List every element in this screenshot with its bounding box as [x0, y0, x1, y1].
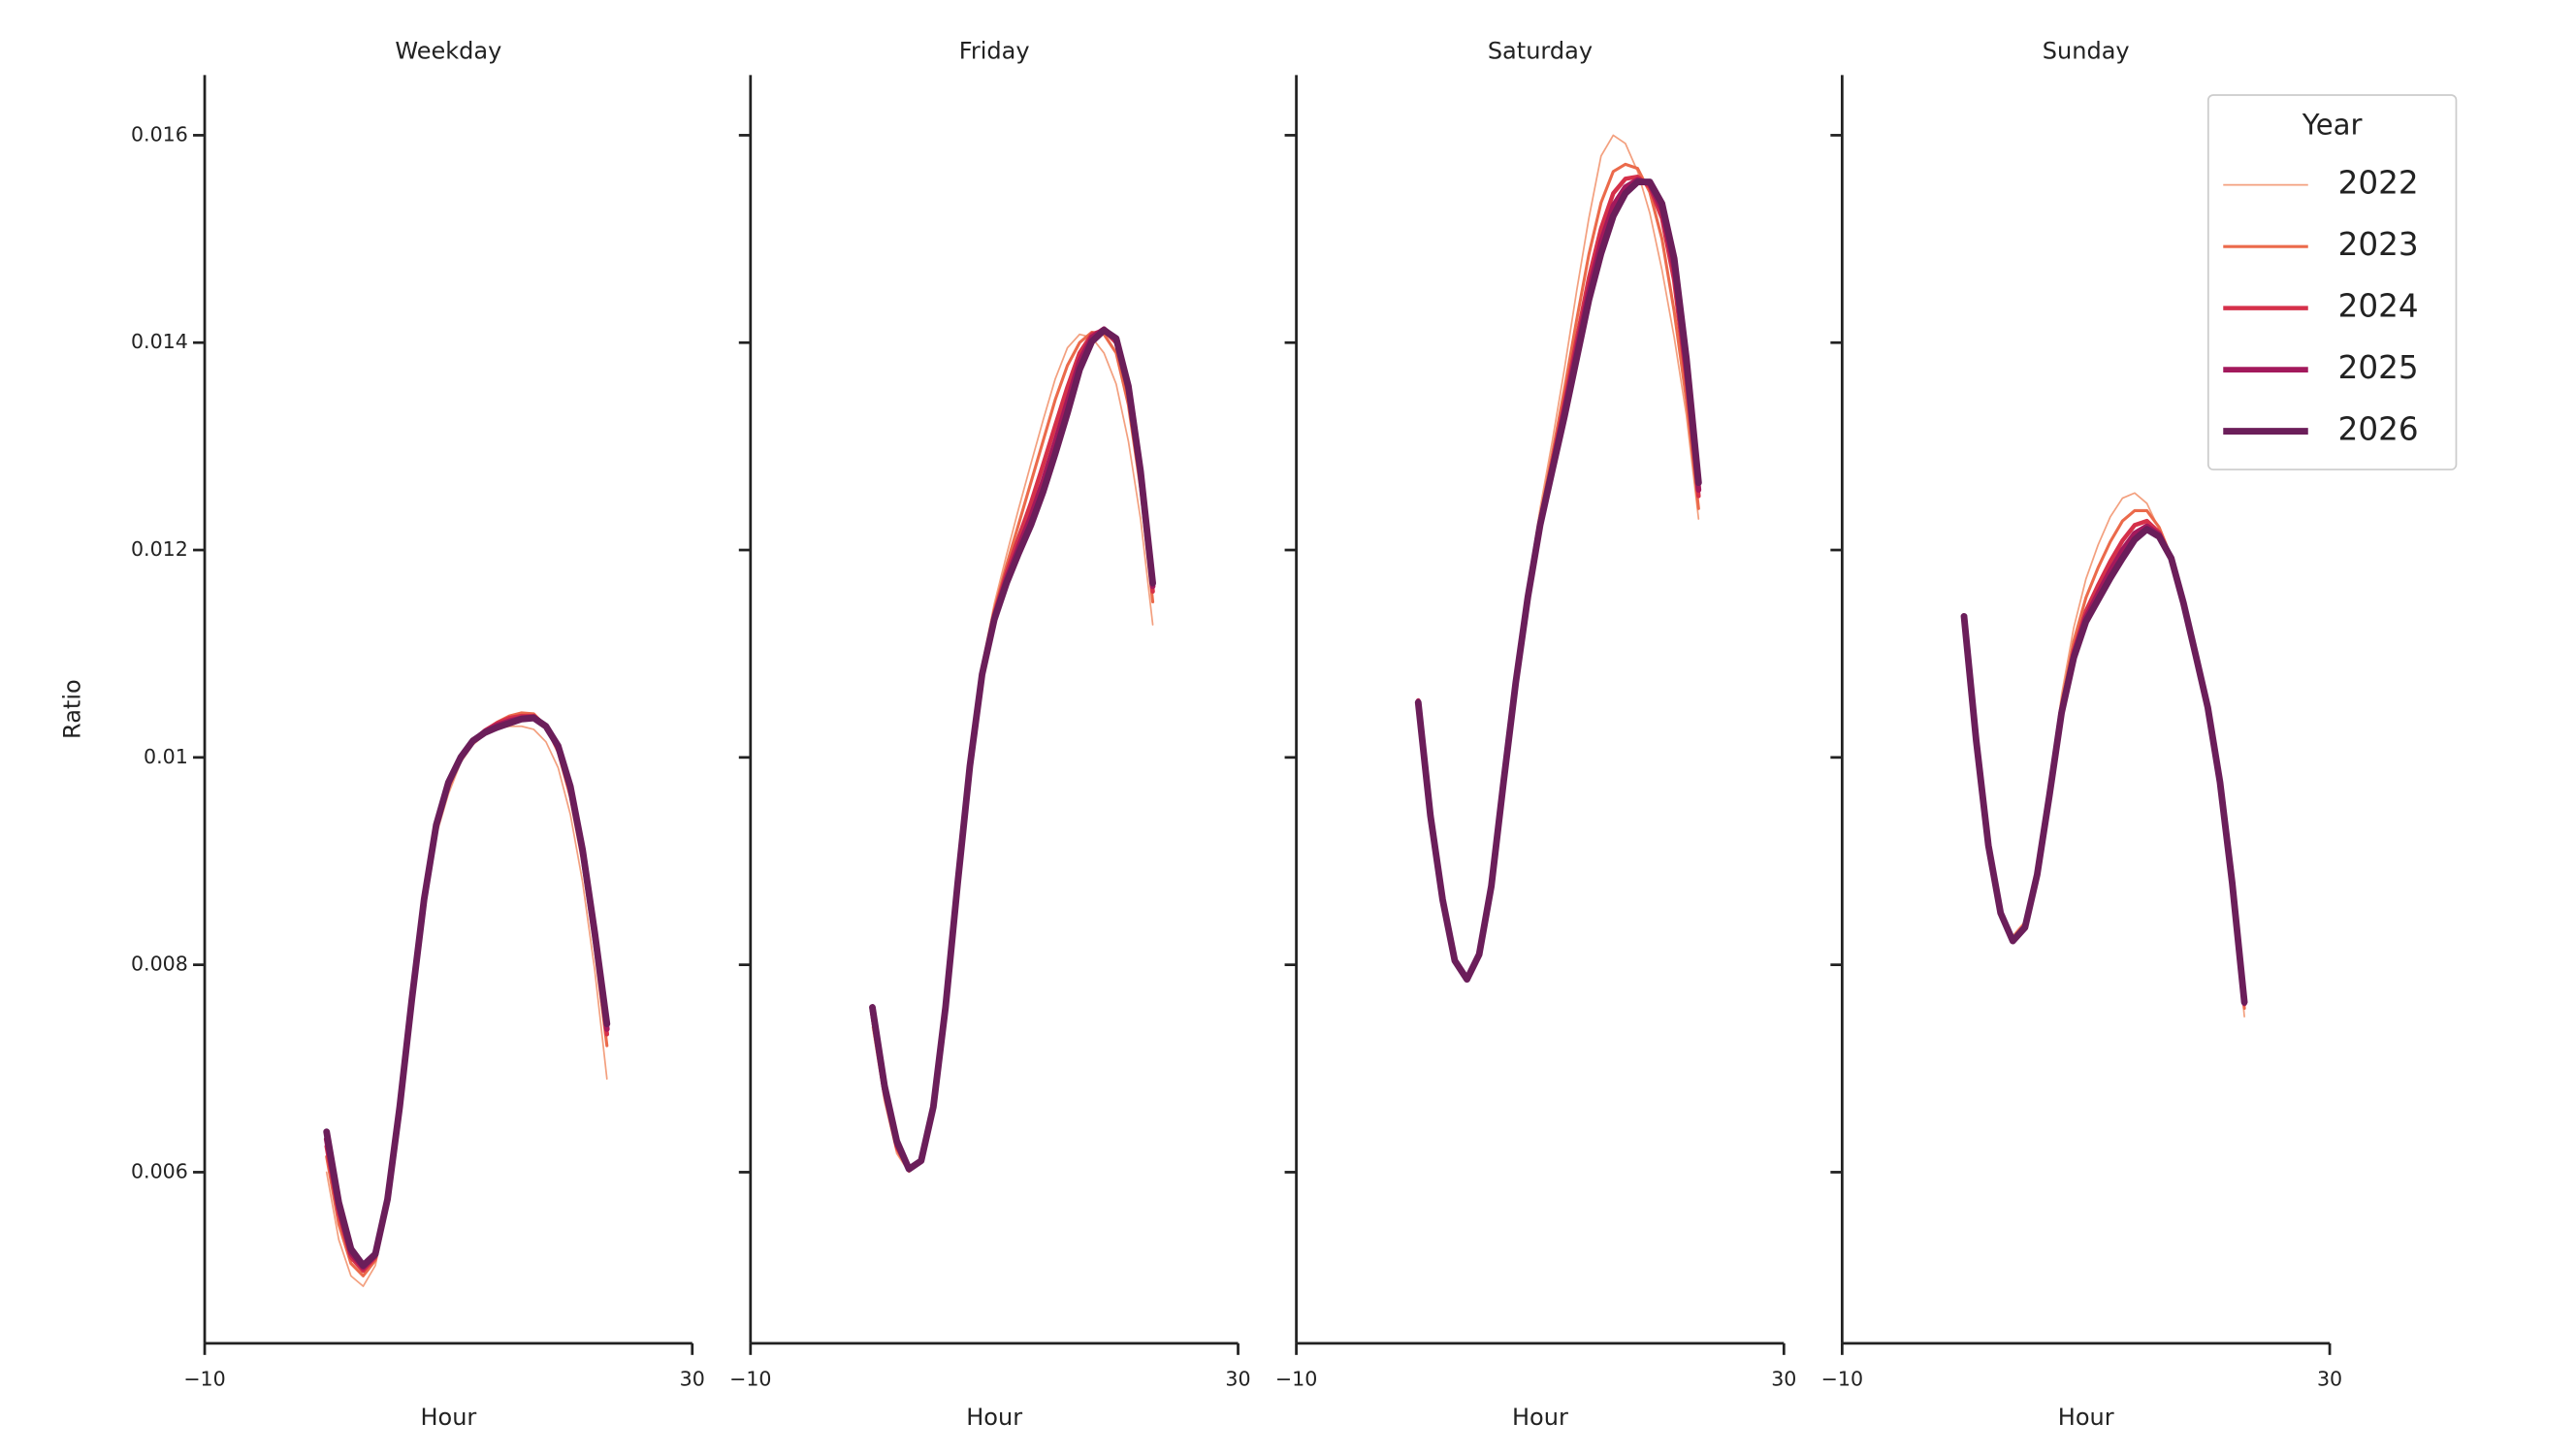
y-tick-label: 0.012: [131, 537, 188, 561]
x-axis-label: Hour: [2058, 1404, 2114, 1431]
series-line: [325, 725, 608, 1287]
x-tick-label: −10: [729, 1368, 771, 1391]
legend-label: 2025: [2338, 349, 2419, 386]
legend-box: [2206, 94, 2458, 470]
y-tick-label: 0.006: [131, 1159, 188, 1182]
panel-title: Sunday: [2043, 37, 2130, 64]
x-tick-label: 30: [2317, 1368, 2342, 1391]
legend-label: 2022: [2338, 165, 2419, 202]
y-tick-label: 0.008: [131, 953, 188, 976]
y-tick-label: 0.014: [131, 330, 188, 353]
x-tick-label: 30: [680, 1368, 705, 1391]
series-line: [325, 711, 609, 1277]
x-tick-label: −10: [1275, 1368, 1317, 1391]
legend-label: 2024: [2338, 288, 2419, 325]
series-line: [871, 333, 1154, 1174]
series-line: [869, 326, 1156, 1173]
legend-label: 2023: [2338, 226, 2419, 263]
x-axis-label: Hour: [420, 1404, 476, 1431]
series-line: [324, 713, 610, 1274]
series-line: [1414, 178, 1702, 984]
series-line: [870, 330, 1155, 1173]
legend-label: 2026: [2338, 411, 2419, 448]
legend-title: Year: [2302, 109, 2363, 142]
x-tick-label: −10: [183, 1368, 225, 1391]
x-axis-label: Hour: [966, 1404, 1022, 1431]
series-line: [1417, 134, 1700, 981]
y-tick-label: 0.016: [131, 122, 188, 146]
x-tick-label: −10: [1821, 1368, 1863, 1391]
panel-title: Weekday: [395, 37, 501, 64]
panel-title: Saturday: [1488, 37, 1593, 64]
series-line: [869, 326, 1156, 1173]
series-line: [1416, 174, 1701, 982]
x-axis-label: Hour: [1512, 1404, 1568, 1431]
series-line: [1960, 526, 2248, 1006]
series-line: [1415, 177, 1702, 983]
series-line: [323, 714, 610, 1271]
series-line: [323, 714, 611, 1270]
panel-title: Friday: [959, 37, 1030, 64]
series-line: [1416, 162, 1700, 982]
series-line: [870, 328, 1155, 1173]
x-tick-label: 30: [1771, 1368, 1796, 1391]
y-axis-label: Ratio: [58, 679, 85, 739]
x-tick-label: 30: [1225, 1368, 1250, 1391]
y-tick-label: 0.01: [144, 745, 188, 768]
